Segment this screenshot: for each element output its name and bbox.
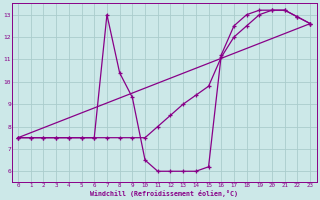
X-axis label: Windchill (Refroidissement éolien,°C): Windchill (Refroidissement éolien,°C) <box>90 190 238 197</box>
